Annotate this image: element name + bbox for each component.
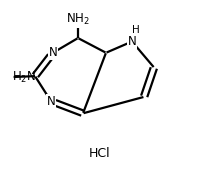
Text: H$_2$N: H$_2$N — [12, 69, 36, 85]
Text: H: H — [132, 25, 140, 35]
Text: NH$_2$: NH$_2$ — [66, 12, 90, 27]
Text: N: N — [49, 46, 57, 59]
Text: HCl: HCl — [89, 147, 111, 160]
Text: N: N — [47, 95, 55, 108]
Text: N: N — [128, 35, 136, 48]
